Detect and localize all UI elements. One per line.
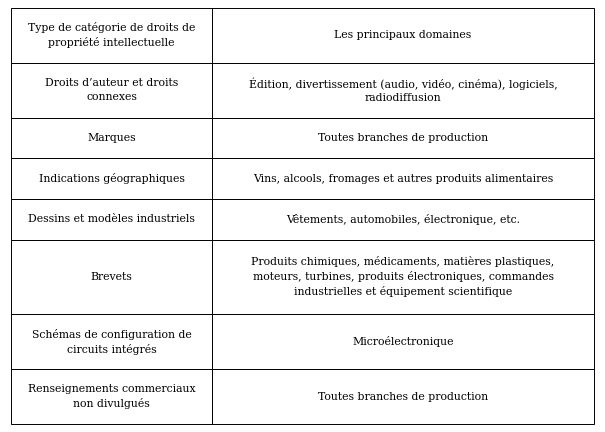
Text: Microélectronique: Microélectronique	[352, 336, 454, 347]
Bar	[212, 199, 594, 240]
Bar	[11, 8, 212, 63]
Bar	[11, 63, 212, 118]
Text: Brevets: Brevets	[91, 272, 132, 282]
Bar	[212, 159, 594, 199]
Text: Renseignements commerciaux
non divulgués: Renseignements commerciaux non divulgués	[28, 384, 195, 409]
Text: Dessins et modèles industriels: Dessins et modèles industriels	[28, 214, 195, 224]
Bar	[212, 240, 594, 314]
Text: Les principaux domaines: Les principaux domaines	[335, 30, 472, 40]
Bar	[11, 240, 212, 314]
Text: Droits d’auteur et droits
connexes: Droits d’auteur et droits connexes	[45, 79, 178, 102]
Bar	[11, 199, 212, 240]
Bar	[212, 314, 594, 369]
Bar	[11, 369, 212, 424]
Text: Vins, alcools, fromages et autres produits alimentaires: Vins, alcools, fromages et autres produi…	[253, 174, 553, 184]
Text: Toutes branches de production: Toutes branches de production	[318, 133, 488, 143]
Text: Indications géographiques: Indications géographiques	[39, 173, 185, 184]
Bar	[11, 118, 212, 159]
Text: Type de catégorie de droits de
propriété intellectuelle: Type de catégorie de droits de propriété…	[28, 22, 195, 48]
Bar	[212, 369, 594, 424]
Text: Toutes branches de production: Toutes branches de production	[318, 392, 488, 402]
Bar	[212, 8, 594, 63]
Text: Vêtements, automobiles, électronique, etc.: Vêtements, automobiles, électronique, et…	[286, 214, 520, 225]
Text: Marques: Marques	[87, 133, 136, 143]
Text: Produits chimiques, médicaments, matières plastiques,
moteurs, turbines, produit: Produits chimiques, médicaments, matière…	[252, 256, 555, 298]
Bar	[212, 63, 594, 118]
Bar	[11, 314, 212, 369]
Bar	[11, 159, 212, 199]
Text: Édition, divertissement (audio, vidéo, cinéma), logiciels,
radiodiffusion: Édition, divertissement (audio, vidéo, c…	[249, 77, 557, 103]
Bar	[212, 118, 594, 159]
Text: Schémas de configuration de
circuits intégrés: Schémas de configuration de circuits int…	[31, 329, 191, 355]
